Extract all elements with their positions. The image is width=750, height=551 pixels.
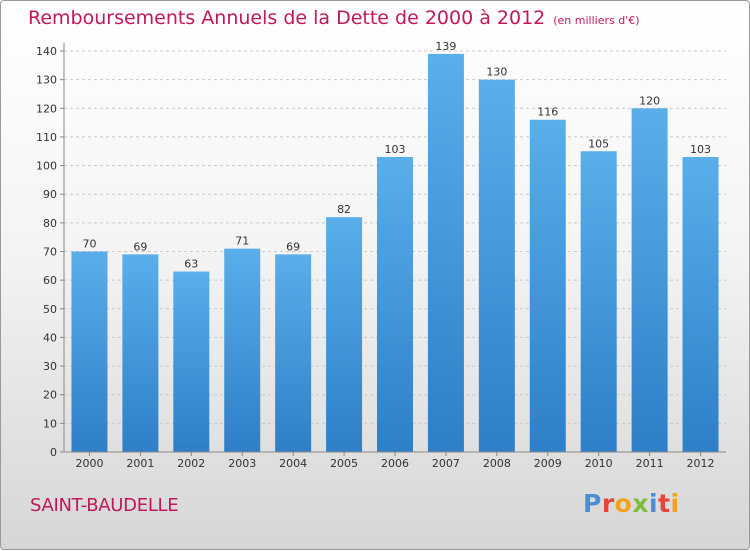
bar-2000 [71, 251, 108, 452]
x-tick-label: 2001 [126, 457, 154, 470]
x-tick-label: 2011 [636, 457, 664, 470]
y-tick-label: 50 [43, 303, 57, 316]
bar-value-label: 82 [337, 203, 351, 216]
x-tick-label: 2003 [228, 457, 256, 470]
x-tick-label: 2012 [687, 457, 715, 470]
y-tick-label: 30 [43, 360, 57, 373]
bar-2006 [377, 156, 413, 452]
y-tick-label: 110 [36, 131, 57, 144]
x-tick-label: 2007 [432, 457, 460, 470]
x-tick-label: 2000 [75, 457, 103, 470]
x-tick-label: 2005 [330, 457, 358, 470]
x-tick-label: 2008 [483, 457, 511, 470]
town-name: SAINT-BAUDELLE [30, 495, 179, 516]
bar-value-label: 103 [690, 143, 711, 156]
y-tick-label: 130 [36, 74, 57, 87]
bar-2001 [122, 254, 159, 452]
y-tick-label: 120 [36, 102, 57, 115]
y-tick-label: 100 [36, 160, 57, 173]
x-tick-label: 2006 [381, 457, 409, 470]
bar-2011 [631, 108, 668, 453]
axes-group: 0 10 20 30 40 50 60 70 80 90 100 110 120 130 140 2000 20… [36, 43, 726, 470]
y-tick-label: 10 [43, 417, 57, 430]
bar-2003 [224, 248, 261, 452]
x-tick-label: 2004 [279, 457, 307, 470]
bar-value-label: 69 [286, 240, 300, 253]
y-tick-label: 80 [43, 217, 57, 230]
logo-letter: r [601, 489, 615, 518]
bar-value-label: 130 [486, 66, 507, 79]
chart-title: Remboursements Annuels de la Dette de 20… [28, 7, 546, 29]
x-tick-label: 2002 [177, 457, 205, 470]
bars-group: 70 69 63 71 69 82 103 139 130 116 105 120 103 [71, 40, 719, 453]
logo-letter: i [649, 489, 659, 518]
logo-letter: o [614, 489, 633, 518]
y-tick-label: 20 [43, 389, 57, 402]
bar-2012 [682, 156, 719, 452]
logo-letter: t [658, 489, 671, 518]
y-tick-label: 70 [43, 246, 57, 259]
logo-letter: P [583, 489, 602, 518]
bar-2005 [326, 217, 363, 452]
y-tick-label: 40 [43, 331, 57, 344]
bar-2008 [478, 79, 515, 453]
bar-2010 [580, 151, 617, 452]
y-tick-label: 90 [43, 188, 57, 201]
bar-value-label: 63 [184, 258, 198, 271]
bar-2007 [427, 53, 464, 452]
logo-letter: i [670, 489, 680, 518]
bar-value-label: 69 [133, 240, 147, 253]
bar-value-label: 103 [385, 143, 406, 156]
proxiti-logo: Proxiti [583, 489, 680, 518]
logo-letter: x [632, 489, 649, 518]
chart-subtitle: (en milliers d'€) [553, 14, 640, 27]
bar-value-label: 139 [435, 40, 456, 53]
y-tick-label: 60 [43, 274, 57, 287]
bar-value-label: 116 [537, 106, 558, 119]
bar-value-label: 71 [235, 235, 249, 248]
bar-2002 [173, 271, 210, 452]
bar-2004 [275, 254, 312, 452]
y-tick-label: 140 [36, 45, 57, 58]
chart-title-block: Remboursements Annuels de la Dette de 20… [28, 7, 640, 29]
x-tick-label: 2009 [534, 457, 562, 470]
bar-value-label: 105 [588, 137, 609, 150]
bar-value-label: 120 [639, 94, 660, 107]
x-tick-label: 2010 [585, 457, 613, 470]
bar-value-label: 70 [82, 238, 96, 251]
bar-2009 [529, 119, 566, 452]
y-tick-label: 0 [50, 446, 57, 459]
